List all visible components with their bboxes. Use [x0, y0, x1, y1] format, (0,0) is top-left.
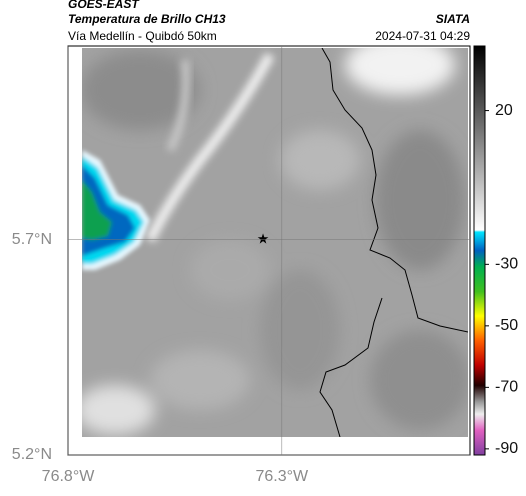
location-marker: ★: [257, 231, 270, 247]
colorbar-tick-label: -30: [495, 256, 518, 273]
datetime: 2024-07-31 04:29: [375, 29, 470, 43]
colorbar-tick-label: -90: [495, 440, 518, 457]
y-tick-label: 5.2°N: [12, 446, 52, 463]
colorbar-tick-label: 20: [495, 102, 513, 119]
x-tick-label: 76.8°W: [42, 468, 96, 485]
colorbar: [473, 45, 486, 456]
title: Temperatura de Brillo CH13: [68, 12, 226, 26]
y-tick-label: 5.7°N: [12, 231, 52, 248]
brand: SIATA: [436, 12, 470, 26]
colorbar-tick-label: -70: [495, 379, 518, 396]
x-tick-label: 76.3°W: [256, 468, 310, 485]
source: GOES-EAST: [68, 0, 140, 11]
subtitle: Vía Medellín - Quibdó 50km: [68, 29, 217, 43]
satellite-image: [82, 48, 468, 437]
colorbar-tick-label: -50: [495, 317, 518, 334]
